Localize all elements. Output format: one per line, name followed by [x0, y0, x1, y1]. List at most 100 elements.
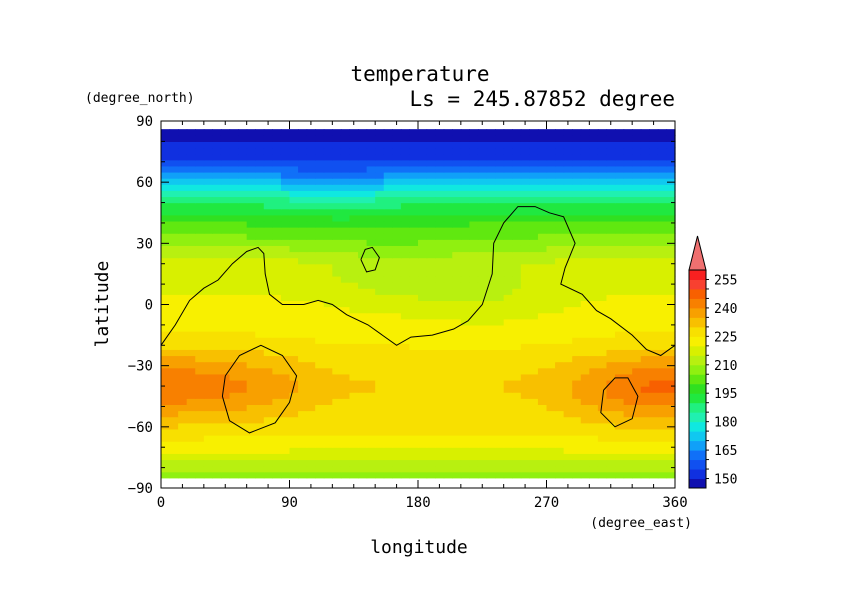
field-cell — [443, 294, 453, 302]
field-cell — [418, 190, 428, 198]
field-cell — [537, 153, 548, 161]
field-cell — [169, 324, 179, 332]
field-cell — [649, 410, 659, 418]
field-cell — [435, 178, 445, 185]
field-cell — [615, 220, 625, 228]
field-cell — [418, 153, 428, 161]
field-cell — [520, 404, 530, 412]
field-cell — [203, 202, 213, 210]
field-cell — [495, 294, 505, 302]
field-cell — [323, 171, 333, 179]
field-cell — [572, 208, 582, 216]
field-cell — [572, 434, 582, 442]
field-cell — [220, 294, 231, 302]
field-cell — [418, 257, 428, 265]
field-cell — [306, 386, 316, 393]
field-cell — [289, 404, 299, 412]
field-cell — [580, 165, 590, 173]
field-cell — [443, 202, 453, 210]
field-cell — [615, 288, 625, 295]
field-cell — [555, 275, 565, 283]
field-cell — [161, 196, 171, 204]
field-cell — [238, 263, 248, 271]
field-cell — [503, 392, 513, 399]
field-cell — [212, 379, 222, 387]
field-cell — [383, 171, 393, 179]
field-cell — [306, 447, 316, 454]
field-cell — [632, 214, 642, 222]
field-cell — [477, 392, 488, 399]
field-cell — [246, 257, 256, 265]
field-cell — [400, 453, 411, 461]
field-cell — [666, 404, 676, 412]
field-cell — [186, 227, 196, 234]
field-cell — [315, 422, 325, 430]
field-cell — [332, 178, 342, 185]
field-cell — [640, 269, 650, 277]
field-cell — [272, 129, 282, 136]
field-cell — [495, 269, 505, 277]
field-cell — [280, 227, 291, 234]
field-cell — [606, 459, 616, 467]
field-cell — [469, 343, 479, 350]
field-cell — [383, 159, 393, 167]
field-cell — [246, 159, 256, 167]
field-cell — [512, 434, 522, 442]
field-cell — [546, 459, 556, 467]
field-cell — [246, 453, 256, 461]
field-cell — [623, 171, 633, 179]
field-cell — [229, 324, 239, 332]
field-cell — [349, 373, 359, 381]
field-cell — [529, 349, 539, 357]
field-cell — [178, 361, 188, 369]
field-cell — [306, 239, 316, 246]
field-cell — [572, 422, 582, 430]
field-cell — [443, 220, 453, 228]
field-cell — [486, 275, 496, 283]
field-cell — [272, 434, 282, 442]
field-cell — [597, 471, 608, 479]
field-cell — [220, 337, 231, 344]
field-cell — [383, 288, 393, 295]
field-cell — [400, 275, 411, 283]
field-cell — [366, 220, 376, 228]
field-cell — [469, 184, 479, 191]
field-cell — [169, 282, 179, 289]
field-cell — [366, 428, 376, 436]
field-cell — [555, 337, 565, 344]
field-cell — [563, 367, 573, 375]
field-cell — [495, 441, 505, 448]
field-cell — [306, 184, 316, 191]
field-cell — [161, 337, 171, 344]
field-cell — [512, 251, 522, 259]
field-cell — [666, 416, 676, 424]
field-cell — [640, 190, 650, 198]
field-cell — [537, 312, 548, 320]
field-cell — [392, 288, 402, 295]
field-cell — [572, 141, 582, 149]
field-cell — [169, 422, 179, 430]
field-cell — [512, 471, 522, 479]
field-cell — [332, 202, 342, 210]
field-cell — [452, 214, 462, 222]
field-cell — [632, 318, 642, 326]
field-cell — [563, 392, 573, 399]
field-cell — [298, 404, 308, 412]
field-cell — [186, 288, 196, 295]
field-cell — [512, 196, 522, 204]
field-cell — [169, 269, 179, 277]
field-cell — [195, 129, 205, 136]
field-cell — [606, 447, 616, 454]
field-cell — [435, 337, 445, 344]
field-cell — [272, 337, 282, 344]
field-cell — [366, 257, 376, 265]
field-cell — [263, 343, 273, 350]
field-cell — [340, 220, 351, 228]
field-cell — [366, 141, 376, 149]
field-cell — [323, 379, 333, 387]
field-cell — [161, 361, 171, 369]
field-cell — [263, 263, 273, 271]
field-cell — [589, 202, 599, 210]
field-cell — [649, 434, 659, 442]
